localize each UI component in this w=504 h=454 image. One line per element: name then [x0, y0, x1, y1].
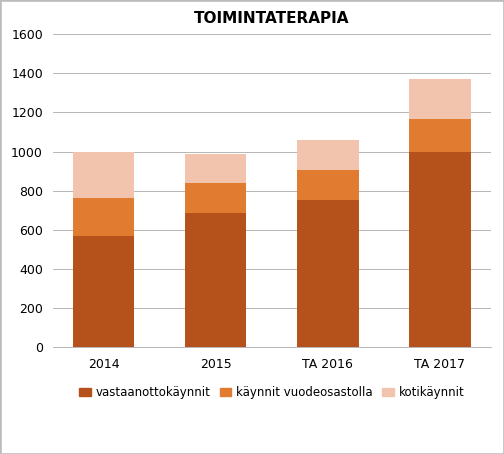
Bar — [73, 198, 134, 236]
Bar — [297, 140, 358, 170]
Title: TOIMINTATERAPIA: TOIMINTATERAPIA — [194, 11, 349, 26]
Bar — [73, 236, 134, 347]
Bar — [297, 170, 358, 200]
Bar — [409, 79, 471, 119]
Bar — [185, 183, 246, 213]
Bar — [409, 152, 471, 347]
Bar — [409, 119, 471, 152]
Bar — [73, 152, 134, 198]
Bar — [297, 200, 358, 347]
Bar — [185, 213, 246, 347]
Bar — [185, 154, 246, 183]
Legend: vastaanottokäynnit, käynnit vuodeosastolla, kotikäynnit: vastaanottokäynnit, käynnit vuodeosastol… — [74, 381, 469, 404]
